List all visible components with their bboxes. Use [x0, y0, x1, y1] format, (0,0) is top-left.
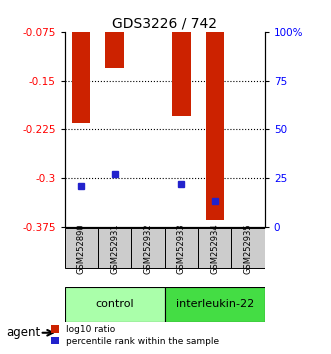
Bar	[198, 228, 231, 268]
Bar	[231, 228, 265, 268]
Text: GSM252933: GSM252933	[177, 223, 186, 274]
Text: GSM252890: GSM252890	[77, 223, 86, 274]
Text: GSM252931: GSM252931	[110, 223, 119, 274]
Bar	[72, 32, 90, 123]
Bar	[98, 228, 131, 268]
Bar	[65, 287, 165, 322]
Bar	[131, 228, 165, 268]
Title: GDS3226 / 742: GDS3226 / 742	[112, 17, 217, 31]
Text: GSM252934: GSM252934	[210, 223, 219, 274]
Bar	[172, 32, 191, 116]
Bar	[165, 228, 198, 268]
Legend: log10 ratio, percentile rank within the sample: log10 ratio, percentile rank within the …	[51, 325, 219, 346]
Text: GSM252932: GSM252932	[143, 223, 153, 274]
Bar	[106, 32, 124, 68]
Text: interleukin-22: interleukin-22	[176, 299, 254, 309]
Bar	[165, 287, 265, 322]
Text: GSM252935: GSM252935	[244, 223, 253, 274]
Bar	[206, 32, 224, 220]
Bar	[65, 228, 98, 268]
Text: agent: agent	[7, 326, 41, 339]
Text: control: control	[95, 299, 134, 309]
